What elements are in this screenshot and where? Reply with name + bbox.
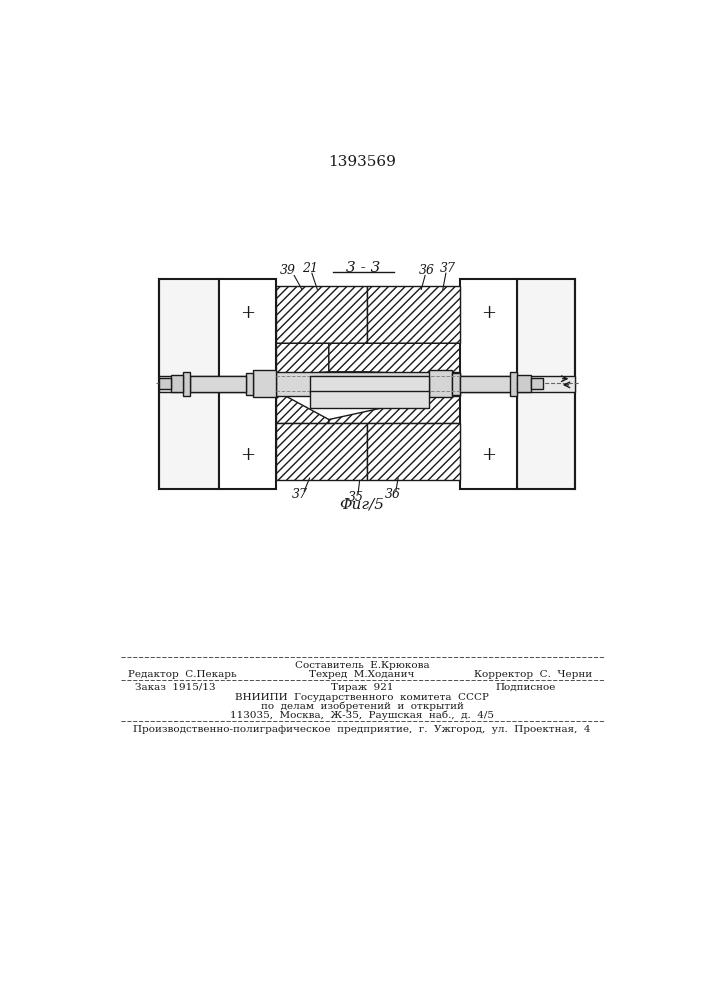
Bar xyxy=(518,375,532,392)
Bar xyxy=(253,370,276,397)
Text: 113035,  Москва,  Ж-35,  Раушская  наб.,  д.  4/5: 113035, Москва, Ж-35, Раушская наб., д. … xyxy=(230,710,494,720)
Polygon shape xyxy=(368,423,460,480)
Text: 36: 36 xyxy=(385,488,401,501)
Text: +: + xyxy=(481,446,496,464)
Bar xyxy=(310,391,429,408)
Bar xyxy=(171,375,182,392)
Bar xyxy=(246,373,253,395)
Text: ВНИИПИ  Государственного  комитета  СССР: ВНИИПИ Государственного комитета СССР xyxy=(235,693,489,702)
Bar xyxy=(532,378,543,389)
Text: 39: 39 xyxy=(280,264,296,277)
Text: Заказ  1915/13: Заказ 1915/13 xyxy=(134,683,215,692)
Text: Корректор  С.  Черни: Корректор С. Черни xyxy=(474,670,592,679)
Bar xyxy=(452,373,460,395)
Bar xyxy=(460,279,518,489)
Bar xyxy=(510,372,518,396)
Text: Φиг/5: Φиг/5 xyxy=(339,498,385,512)
Text: по  делам  изобретений  и  открытий: по делам изобретений и открытий xyxy=(260,702,463,711)
Bar xyxy=(218,279,276,489)
Polygon shape xyxy=(276,286,368,343)
Text: 37: 37 xyxy=(440,262,456,275)
Polygon shape xyxy=(276,423,368,480)
Text: 35: 35 xyxy=(348,491,364,504)
Bar xyxy=(429,370,452,397)
Polygon shape xyxy=(160,279,218,489)
Bar xyxy=(160,378,171,389)
Text: Составитель  Е.Крюкова: Составитель Е.Крюкова xyxy=(295,661,429,670)
Polygon shape xyxy=(518,279,575,489)
Polygon shape xyxy=(276,343,329,376)
Polygon shape xyxy=(276,391,329,423)
Bar xyxy=(160,376,575,392)
Text: Производственно-полиграфическое  предприятие,  г.  Ужгород,  ул.  Проектная,  4: Производственно-полиграфическое предприя… xyxy=(133,725,591,734)
Text: Подписное: Подписное xyxy=(495,683,556,692)
Text: 37: 37 xyxy=(291,488,308,501)
Text: +: + xyxy=(240,304,255,322)
Text: Тираж  921: Тираж 921 xyxy=(331,683,393,692)
Bar xyxy=(310,376,429,393)
Text: 36: 36 xyxy=(419,264,435,277)
Text: 3 - 3: 3 - 3 xyxy=(346,261,380,275)
Bar xyxy=(190,376,246,392)
Text: Редактор  С.Пекарь: Редактор С.Пекарь xyxy=(128,670,237,679)
Bar xyxy=(460,376,518,392)
Text: +: + xyxy=(240,446,255,464)
Text: 1393569: 1393569 xyxy=(328,155,396,169)
Polygon shape xyxy=(368,286,460,343)
Polygon shape xyxy=(329,343,460,376)
Polygon shape xyxy=(329,391,460,423)
Bar xyxy=(182,372,190,396)
Text: +: + xyxy=(481,304,496,322)
Bar xyxy=(276,372,460,396)
Text: Техред  М.Ходанич: Техред М.Ходанич xyxy=(309,670,414,679)
Text: 21: 21 xyxy=(302,262,317,275)
